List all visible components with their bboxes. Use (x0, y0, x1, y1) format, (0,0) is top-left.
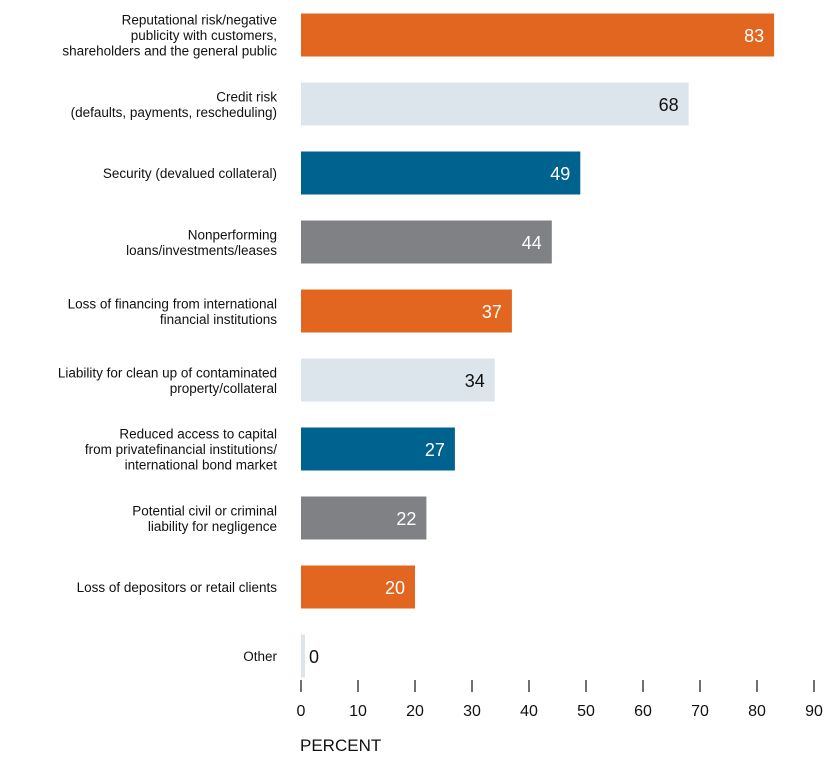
category-label-line: Security (devalued collateral) (103, 166, 277, 181)
category-label-line: Reduced access to capital (119, 427, 277, 442)
category-label-line: Credit risk (216, 89, 277, 104)
bars-group: Reputational risk/negative publicity with… (58, 13, 775, 678)
bar (301, 358, 495, 402)
category-label-line: shareholders and the general public (62, 44, 277, 59)
category-label-line: Loss of financing from international (68, 296, 277, 311)
bar (301, 496, 427, 540)
category-label-line: international bond market (125, 458, 278, 473)
x-tick-label: 80 (748, 703, 766, 720)
category-label: Liability for clean up of contaminated pr… (58, 365, 277, 396)
category-label: Other (243, 649, 277, 664)
category-label-line: Loss of depositors or retail clients (77, 580, 278, 595)
category-label-line: Nonperforming (188, 227, 277, 242)
bar (301, 565, 415, 609)
x-tick-label: 20 (406, 703, 424, 720)
x-tick-label: 50 (577, 703, 595, 720)
bar-row: Reduced access to capital from privatefin… (85, 427, 455, 473)
bar-row: Loss of financing from international fina… (68, 289, 512, 333)
category-label: Reputational risk/negative publicity with… (62, 13, 277, 59)
category-label-line: financial institutions (160, 312, 277, 327)
category-label: Reduced access to capital from privatefin… (85, 427, 277, 473)
value-label: 49 (550, 164, 570, 184)
bar-row: Other 0 (243, 634, 319, 678)
bar-row: Credit risk (defaults, payments, reschedu… (71, 82, 689, 126)
x-tick-label: 40 (520, 703, 538, 720)
category-label-line: publicity with customers, (131, 28, 277, 43)
bar-row: Liability for clean up of contaminated pr… (58, 358, 495, 402)
value-label: 34 (465, 371, 485, 391)
category-label-line: (defaults, payments, rescheduling) (71, 105, 277, 120)
bar (301, 427, 455, 471)
value-label: 20 (385, 578, 405, 598)
bar (301, 13, 775, 57)
category-label: Nonperforming loans/investments/leases (126, 227, 277, 257)
x-tick-label: 10 (349, 703, 367, 720)
x-axis-title: PERCENT (300, 736, 381, 755)
category-label-line: property/collateral (170, 381, 277, 396)
x-tick-label: 0 (297, 703, 306, 720)
value-label: 27 (425, 440, 445, 460)
x-tick-label: 60 (634, 703, 652, 720)
value-label: 0 (309, 647, 319, 667)
bar-row: Security (devalued collateral) 49 (103, 151, 581, 195)
category-label: Potential civil or criminal liability for… (132, 503, 277, 534)
bar-row: Reputational risk/negative publicity with… (62, 13, 775, 59)
bar (301, 82, 689, 126)
value-label: 37 (482, 302, 502, 322)
bar-row: Loss of depositors or retail clients 20 (77, 565, 415, 609)
category-label-line: Liability for clean up of contaminated (58, 365, 277, 380)
category-label-line: Other (243, 649, 277, 664)
x-tick-label: 90 (805, 703, 823, 720)
category-label-line: liability for negligence (148, 519, 277, 534)
x-tick-label: 70 (691, 703, 709, 720)
category-label-line: Potential civil or criminal (132, 503, 277, 518)
category-label-line: from privatefinancial institutions/ (85, 442, 277, 457)
category-label-line: loans/investments/leases (126, 243, 277, 258)
value-label: 22 (396, 509, 416, 529)
value-label: 83 (744, 26, 764, 46)
bar-row: Nonperforming loans/investments/leases 44 (126, 220, 552, 264)
bar (301, 151, 581, 195)
x-axis: 0 10 20 30 40 50 60 70 80 90 (297, 680, 823, 720)
category-label: Loss of financing from international fina… (68, 296, 278, 327)
bar (301, 220, 552, 264)
bar (301, 634, 305, 678)
bar-row: Potential civil or criminal liability for… (132, 496, 427, 540)
value-label: 44 (522, 233, 542, 253)
bar (301, 289, 512, 333)
category-label: Security (devalued collateral) (103, 166, 277, 181)
category-label-line: Reputational risk/negative (122, 13, 277, 28)
category-label: Credit risk (defaults, payments, reschedu… (71, 89, 278, 120)
x-tick-label: 30 (463, 703, 481, 720)
value-label: 68 (659, 95, 679, 115)
category-label: Loss of depositors or retail clients (77, 580, 278, 595)
